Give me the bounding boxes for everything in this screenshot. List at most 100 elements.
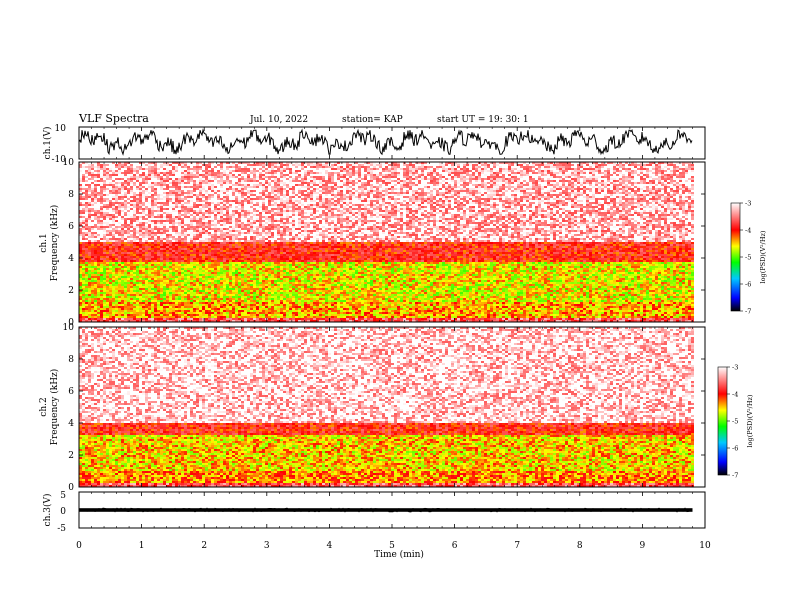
spectrogram-cell [322, 180, 325, 182]
spectrogram-cell [181, 180, 184, 182]
spectrogram-cell [355, 198, 358, 200]
spectrogram-cell [586, 204, 589, 206]
spectrogram-cell [667, 194, 670, 196]
spectrogram-cell [169, 180, 172, 182]
spectrogram-cell [475, 194, 478, 196]
spectrogram-cell [205, 164, 208, 166]
spectrogram-cell [172, 168, 175, 170]
spectrogram-cell [670, 164, 673, 166]
spectrogram-cell [313, 198, 316, 200]
spectrogram-cell [592, 192, 595, 194]
spectrogram-cell [511, 166, 514, 168]
spectrogram-cell [646, 170, 649, 172]
spectrogram-cell [484, 208, 487, 210]
spectrogram-cell [241, 164, 244, 166]
spectrogram-cell [298, 180, 301, 182]
spectrogram-cell [454, 182, 457, 184]
spectrogram-cell [553, 172, 556, 174]
spectrogram-cell [691, 190, 694, 192]
spectrogram-cell [502, 180, 505, 182]
spectrogram-cell [280, 206, 283, 208]
spectrogram-cell [436, 170, 439, 172]
spectrogram-cell [253, 180, 256, 182]
spectrogram-cell [160, 176, 163, 178]
spectrogram-cell [475, 204, 478, 206]
spectrogram-cell [595, 170, 598, 172]
spectrogram-cell [595, 194, 598, 196]
spectrogram-cell [520, 180, 523, 182]
spectrogram-cell [613, 180, 616, 182]
spectrogram-cell [478, 170, 481, 172]
spectrogram-cell [433, 206, 436, 208]
spectrogram-cell [673, 174, 676, 176]
spectrogram-cell [175, 170, 178, 172]
spectrogram-cell [514, 190, 517, 192]
spectrogram-cell [496, 208, 499, 210]
spectrogram-cell [442, 194, 445, 196]
header-start-time: start UT = 19: 30: 1 [437, 115, 529, 125]
spectrogram-cell [643, 182, 646, 184]
spectrogram-cell [196, 198, 199, 200]
spectrogram-cell [604, 180, 607, 182]
spectrogram-cell [271, 182, 274, 184]
spectrogram-cell [184, 192, 187, 194]
spectrogram-cell [565, 166, 568, 168]
spectrogram-cell [154, 200, 157, 202]
spectrogram-cell [664, 168, 667, 170]
spectrogram-cell [121, 202, 124, 204]
spectrogram-cell [370, 202, 373, 204]
spectrogram-cell [301, 202, 304, 204]
spectrogram-cell [433, 204, 436, 206]
spectrogram-cell [253, 202, 256, 204]
spectrogram-cell [286, 184, 289, 186]
spectrogram-cell [217, 164, 220, 166]
spectrogram-cell [451, 206, 454, 208]
spectrogram-cell [517, 186, 520, 188]
spectrogram-cell [655, 176, 658, 178]
spectrogram-cell [226, 192, 229, 194]
spectrogram-cell [616, 196, 619, 198]
spectrogram-cell [163, 206, 166, 208]
spectrogram-cell [415, 176, 418, 178]
spectrogram-cell [490, 166, 493, 168]
spectrogram-cell [610, 196, 613, 198]
spectrogram-cell [316, 194, 319, 196]
spectrogram-cell [472, 180, 475, 182]
spectrogram-cell [160, 168, 163, 170]
spectrogram-cell [373, 166, 376, 168]
spectrogram-cell [241, 200, 244, 202]
spectrogram-cell [670, 168, 673, 170]
spectrogram-cell [130, 182, 133, 184]
spectrogram-cell [352, 202, 355, 204]
spectrogram-cell [403, 198, 406, 200]
spectrogram-cell [211, 188, 214, 190]
spectrogram-cell [127, 204, 130, 206]
spectrogram-cell [244, 200, 247, 202]
spectrogram-cell [133, 208, 136, 210]
spectrogram-cell [337, 164, 340, 166]
spectrogram-cell [556, 168, 559, 170]
spectrogram-cell [415, 190, 418, 192]
spectrogram-cell [496, 202, 499, 204]
spectrogram-cell [478, 184, 481, 186]
spectrogram-cell [523, 202, 526, 204]
spectrogram-cell [667, 186, 670, 188]
spectrogram-cell [691, 188, 694, 190]
spectrogram-cell [160, 208, 163, 210]
spectrogram-cell [661, 178, 664, 180]
spectrogram-cell [511, 176, 514, 178]
spectrogram-cell [256, 202, 259, 204]
spectrogram-cell [562, 174, 565, 176]
spectrogram-cell [691, 202, 694, 204]
spectrogram-cell [118, 200, 121, 202]
spectrogram-cell [358, 204, 361, 206]
spectrogram-cell [223, 170, 226, 172]
spectrogram-cell [532, 170, 535, 172]
spectrogram-cell [637, 166, 640, 168]
spectrogram-cell [634, 190, 637, 192]
spectrogram-cell [253, 174, 256, 176]
spectrogram-cell [508, 188, 511, 190]
spectrogram-cell [94, 186, 97, 188]
spectrogram-cell [490, 182, 493, 184]
spectrogram-cell [385, 196, 388, 198]
